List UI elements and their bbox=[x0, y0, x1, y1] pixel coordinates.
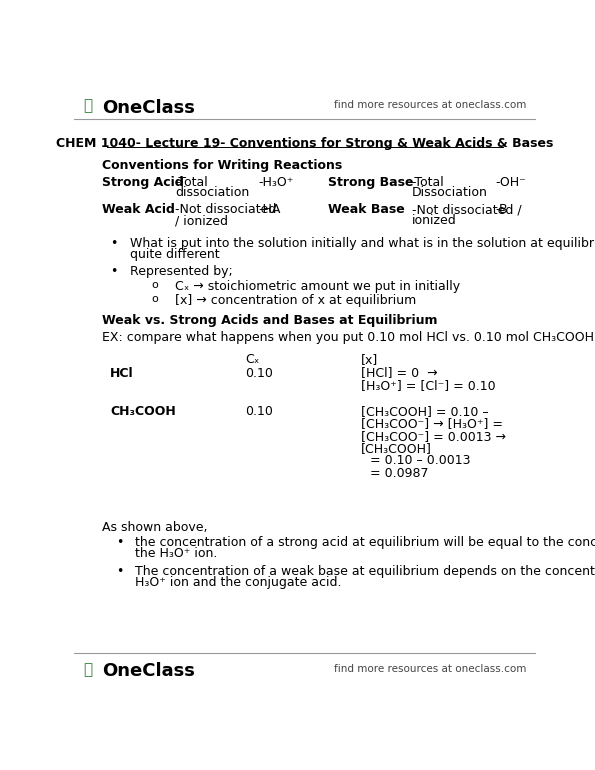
Text: the H₃O⁺ ion.: the H₃O⁺ ion. bbox=[135, 547, 217, 560]
Text: H₃O⁺ ion and the conjugate acid.: H₃O⁺ ion and the conjugate acid. bbox=[135, 576, 342, 589]
Text: [H₃O⁺] = [Cl⁻] = 0.10: [H₃O⁺] = [Cl⁻] = 0.10 bbox=[361, 379, 496, 392]
Text: o: o bbox=[152, 280, 159, 290]
Text: [CH₃COOH] = 0.10 –: [CH₃COOH] = 0.10 – bbox=[361, 405, 488, 418]
Text: Strong Base: Strong Base bbox=[328, 176, 414, 189]
Text: / ionized: / ionized bbox=[175, 214, 228, 227]
Text: EX: compare what happens when you put 0.10 mol HCl vs. 0.10 mol CH₃COOH in 1.0L : EX: compare what happens when you put 0.… bbox=[102, 331, 595, 344]
Text: -Total: -Total bbox=[412, 176, 444, 189]
Text: OneClass: OneClass bbox=[102, 662, 195, 680]
Text: -B: -B bbox=[495, 203, 508, 216]
Text: -Total: -Total bbox=[175, 176, 208, 189]
Text: [CH₃COO⁻] → [H₃O⁺] =: [CH₃COO⁻] → [H₃O⁺] = bbox=[361, 417, 503, 430]
Text: Conventions for Writing Reactions: Conventions for Writing Reactions bbox=[102, 159, 343, 172]
Text: Weak Base: Weak Base bbox=[328, 203, 405, 216]
Text: 🌰: 🌰 bbox=[84, 99, 93, 113]
Text: Weak vs. Strong Acids and Bases at Equilibrium: Weak vs. Strong Acids and Bases at Equil… bbox=[102, 314, 438, 327]
Text: OneClass: OneClass bbox=[102, 99, 195, 116]
Text: Dissociation: Dissociation bbox=[412, 186, 487, 199]
Text: dissociation: dissociation bbox=[175, 186, 249, 199]
Text: 🌰: 🌰 bbox=[84, 662, 93, 677]
Text: [CH₃COO⁻] = 0.0013 →: [CH₃COO⁻] = 0.0013 → bbox=[361, 430, 506, 443]
Text: -Not dissociated /: -Not dissociated / bbox=[412, 203, 521, 216]
Text: -H₃O⁺: -H₃O⁺ bbox=[259, 176, 294, 189]
Text: = 0.0987: = 0.0987 bbox=[371, 467, 429, 480]
Text: •: • bbox=[116, 536, 124, 549]
Text: [x] → concentration of x at equilibrium: [x] → concentration of x at equilibrium bbox=[175, 294, 416, 307]
Text: What is put into the solution initially and what is in the solution at equilibri: What is put into the solution initially … bbox=[130, 237, 595, 250]
Text: The concentration of a weak base at equilibrium depends on the concentration of : The concentration of a weak base at equi… bbox=[135, 565, 595, 578]
Text: find more resources at oneclass.com: find more resources at oneclass.com bbox=[334, 100, 526, 110]
Text: Strong Acid: Strong Acid bbox=[102, 176, 184, 189]
Text: = 0.10 – 0.0013: = 0.10 – 0.0013 bbox=[371, 454, 471, 467]
Text: CHEM 1040- Lecture 19- Conventions for Strong & Weak Acids & Bases: CHEM 1040- Lecture 19- Conventions for S… bbox=[56, 137, 553, 150]
Text: HCl: HCl bbox=[110, 367, 134, 380]
Text: Weak Acid: Weak Acid bbox=[102, 203, 175, 216]
Text: •: • bbox=[110, 265, 117, 278]
Text: quite different: quite different bbox=[130, 248, 220, 261]
Text: Cₓ: Cₓ bbox=[245, 353, 259, 366]
Text: 0.10: 0.10 bbox=[245, 367, 273, 380]
Text: CH₃COOH: CH₃COOH bbox=[110, 405, 176, 418]
Text: ionized: ionized bbox=[412, 214, 456, 227]
Text: -OH⁻: -OH⁻ bbox=[495, 176, 526, 189]
Text: find more resources at oneclass.com: find more resources at oneclass.com bbox=[334, 664, 526, 674]
Text: the concentration of a strong acid at equilibrium will be equal to the concentra: the concentration of a strong acid at eq… bbox=[135, 536, 595, 549]
Text: o: o bbox=[152, 294, 159, 304]
Text: As shown above,: As shown above, bbox=[102, 521, 208, 534]
Text: -HA: -HA bbox=[259, 203, 281, 216]
Text: [HCl] = 0  →: [HCl] = 0 → bbox=[361, 367, 438, 380]
Text: [x]: [x] bbox=[361, 353, 378, 366]
Text: •: • bbox=[116, 565, 124, 578]
Text: [CH₃COOH]: [CH₃COOH] bbox=[361, 442, 432, 455]
Text: 0.10: 0.10 bbox=[245, 405, 273, 418]
Text: Represented by;: Represented by; bbox=[130, 265, 233, 278]
Text: Cₓ → stoichiometric amount we put in initially: Cₓ → stoichiometric amount we put in ini… bbox=[175, 280, 461, 293]
Text: •: • bbox=[110, 237, 117, 250]
Text: -Not dissociated: -Not dissociated bbox=[175, 203, 277, 216]
